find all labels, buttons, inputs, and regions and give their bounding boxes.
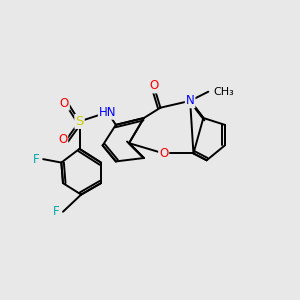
Text: O: O — [159, 147, 168, 160]
Text: HN: HN — [99, 106, 116, 119]
Text: F: F — [53, 205, 59, 218]
Text: O: O — [60, 97, 69, 110]
Text: O: O — [149, 80, 158, 92]
Text: F: F — [33, 153, 40, 166]
Text: CH₃: CH₃ — [214, 87, 235, 97]
Text: S: S — [75, 115, 84, 128]
Text: O: O — [58, 133, 67, 146]
Text: N: N — [186, 94, 194, 107]
